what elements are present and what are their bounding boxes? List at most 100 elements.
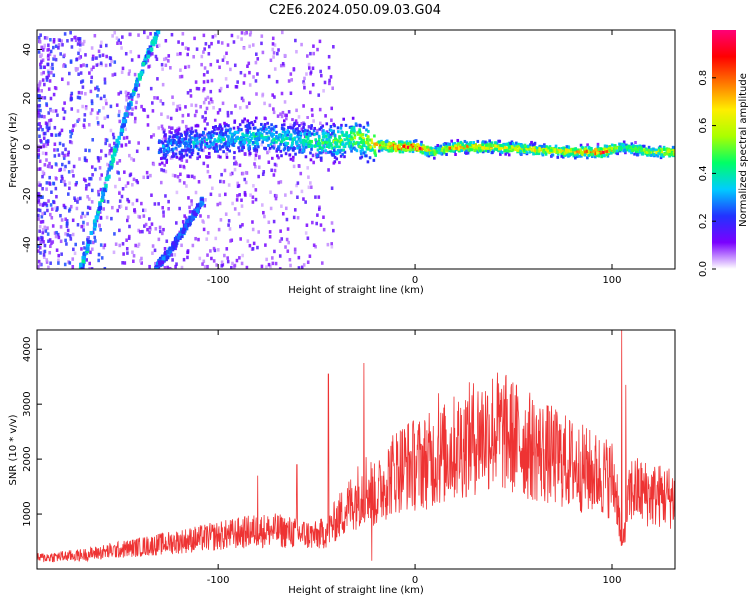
spectrogram-ridge-cell xyxy=(595,154,599,158)
spectrogram-noise-cell xyxy=(63,262,67,267)
spectrogram-noise-cell xyxy=(275,163,278,168)
spectrogram-noise-cell xyxy=(117,92,121,96)
spectrogram-streak-cell xyxy=(85,244,90,249)
spectrogram-ridge-cell xyxy=(475,148,479,152)
spectrogram-noise-cell xyxy=(156,44,159,48)
spectrogram-ridge-cell xyxy=(540,147,543,151)
spectrogram-noise-cell xyxy=(273,193,277,198)
spectrogram-noise-cell xyxy=(43,96,47,100)
spectrogram-ridge-cell xyxy=(291,126,295,130)
spectrogram-ridge-cell xyxy=(449,148,453,152)
spectrogram-noise-cell xyxy=(227,223,230,227)
spectrogram-noise-cell xyxy=(156,77,159,81)
spectrogram-noise-cell xyxy=(327,54,331,59)
spectrogram-noise-cell xyxy=(244,193,247,197)
spectrogram-noise-cell xyxy=(163,128,166,133)
spectrogram-ridge-cell xyxy=(201,133,204,137)
spectrogram-ridge-cell xyxy=(647,145,651,149)
spectrogram-noise-cell xyxy=(235,85,239,89)
spectrogram-ridge-cell xyxy=(420,140,423,144)
spectrogram-noise-cell xyxy=(162,210,165,214)
spectrogram-noise-cell xyxy=(194,236,197,241)
spectrogram-noise-cell xyxy=(170,32,174,37)
spectrogram-ridge-cell xyxy=(670,150,674,154)
spectrogram-noise-cell xyxy=(136,244,140,249)
spectrogram-ridge-cell xyxy=(224,128,228,132)
spectrogram-noise-cell xyxy=(300,146,304,150)
spectrogram-noise-cell xyxy=(83,125,86,129)
spectrogram-ridge-cell xyxy=(590,152,594,156)
spectrogram-noise-cell xyxy=(238,147,242,151)
spectrogram-ridge-cell xyxy=(263,123,267,127)
spectrogram-noise-cell xyxy=(278,254,282,258)
spectrogram-noise-cell xyxy=(254,60,258,65)
spectrogram-noise-cell xyxy=(211,35,215,39)
spectrogram-noise-cell xyxy=(43,82,46,87)
spectrogram-ridge-cell xyxy=(246,137,250,141)
spectrogram-noise-cell xyxy=(98,166,102,170)
spectrogram-noise-cell xyxy=(99,187,103,192)
spectrogram-noise-cell xyxy=(49,108,52,113)
spectrogram-ridge-cell xyxy=(253,126,257,130)
spectrogram-ridge-cell xyxy=(651,152,655,156)
spectrogram-noise-cell xyxy=(90,108,94,112)
spectrogram-noise-cell xyxy=(216,202,220,207)
spectrogram-noise-cell xyxy=(44,144,48,148)
spectrogram-noise-cell xyxy=(46,142,50,146)
spectrogram-noise-cell xyxy=(49,71,53,75)
spectrogram-noise-cell xyxy=(262,210,265,215)
spectrogram-ridge-cell xyxy=(520,147,523,151)
spectrogram-ridge-cell xyxy=(298,132,301,136)
spectrogram-noise-cell xyxy=(117,113,121,118)
spectrogram-ridge-cell xyxy=(271,145,274,149)
spectrogram-noise-cell xyxy=(37,213,40,218)
spectrogram-noise-cell xyxy=(246,239,250,243)
spectrogram-ridge-cell xyxy=(193,136,196,140)
spectrogram-ridge-cell xyxy=(195,137,199,141)
spectrogram-noise-cell xyxy=(273,67,277,71)
spectrogram-ridge-cell xyxy=(291,139,295,143)
spectrogram-ridge-cell xyxy=(174,146,178,150)
spectrogram-noise-cell xyxy=(233,161,236,166)
spectrogram-noise-cell xyxy=(284,193,287,197)
spectrogram-noise-cell xyxy=(53,86,57,90)
spectrogram-noise-cell xyxy=(132,158,136,162)
spectrogram-streak-cell xyxy=(123,112,128,117)
spectrogram-ridge-cell xyxy=(223,121,226,125)
spectrogram-noise-cell xyxy=(169,116,173,121)
spectrogram-noise-cell xyxy=(106,162,109,167)
spectrogram-ridge-cell xyxy=(366,141,370,145)
spectrogram-noise-cell xyxy=(218,65,221,70)
spectrogram-noise-cell xyxy=(45,125,49,129)
spectrogram-ridge-cell xyxy=(335,157,339,161)
spectrogram-ridge-cell xyxy=(448,142,452,146)
spectrogram-noise-cell xyxy=(106,114,110,119)
spectrogram-ridge-cell xyxy=(257,145,260,149)
spectrogram-ridge-cell xyxy=(486,147,490,151)
spectrogram-noise-cell xyxy=(47,47,50,52)
spectrogram-ridge-cell xyxy=(595,148,599,152)
spectrogram-noise-cell xyxy=(184,124,188,129)
spectrogram-ridge-cell xyxy=(519,145,523,149)
spectrogram-noise-cell xyxy=(309,185,313,189)
spectrogram-noise-cell xyxy=(69,97,73,102)
spectrogram-ridge-cell xyxy=(289,134,292,138)
spectrogram-noise-cell xyxy=(175,108,179,112)
spectrogram-ridge-cell xyxy=(338,161,341,165)
spectrogram-noise-cell xyxy=(59,213,62,218)
spectrogram-ridge-cell xyxy=(637,146,641,150)
spectrogram-ridge-cell xyxy=(178,151,182,155)
spectrogram-ridge-cell xyxy=(409,146,412,150)
spectrogram-streak-cell xyxy=(174,243,178,248)
spectrogram-ridge-cell xyxy=(362,139,365,143)
spectrogram-ridge-cell xyxy=(519,152,522,156)
spectrogram-noise-cell xyxy=(233,207,237,211)
spectrogram-noise-cell xyxy=(66,153,70,157)
spectrogram-noise-cell xyxy=(277,180,281,185)
spectrogram-ridge-cell xyxy=(309,151,312,155)
spectrogram-noise-cell xyxy=(232,156,236,160)
spectrogram-ridge-cell xyxy=(326,141,329,145)
spectrogram-noise-cell xyxy=(63,110,67,114)
spectrogram-ridge-cell xyxy=(334,141,337,145)
spectrogram-noise-cell xyxy=(184,105,187,109)
